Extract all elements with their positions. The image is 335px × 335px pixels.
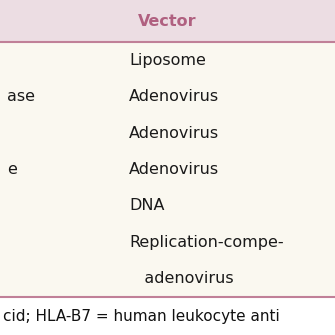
Text: Liposome: Liposome	[129, 53, 206, 68]
Text: e: e	[7, 162, 16, 177]
Bar	[0, 297, 335, 335]
Text: DNA: DNA	[129, 198, 164, 213]
Text: Vector: Vector	[138, 13, 197, 28]
Text: Adenovirus: Adenovirus	[129, 126, 219, 141]
Text: Adenovirus: Adenovirus	[129, 162, 219, 177]
Text: Replication-compe-: Replication-compe-	[129, 235, 284, 250]
Text: Adenovirus: Adenovirus	[129, 89, 219, 104]
Bar	[0, 0, 335, 42]
Text: adenovirus: adenovirus	[129, 271, 233, 286]
Text: ase: ase	[7, 89, 35, 104]
Text: cid; HLA-B7 = human leukocyte anti: cid; HLA-B7 = human leukocyte anti	[3, 309, 280, 324]
Bar	[0, 42, 335, 297]
